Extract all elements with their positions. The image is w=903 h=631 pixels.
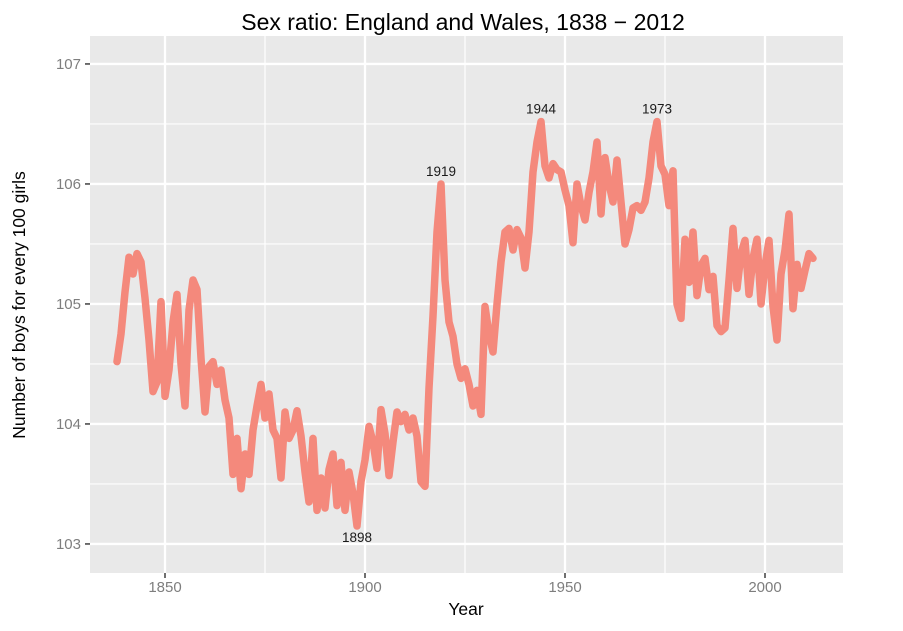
x-tick-label: 1850 (148, 579, 181, 596)
annotation-1973: 1973 (642, 102, 672, 117)
y-axis-title: Number of boys for every 100 girls (9, 171, 29, 439)
sex-ratio-line (113, 117, 817, 530)
series-group (113, 117, 817, 530)
y-tick-label: 104 (56, 416, 81, 433)
x-tick-label: 1900 (348, 579, 381, 596)
y-tick-label: 105 (56, 296, 81, 313)
y-tick-label: 107 (56, 56, 81, 73)
annotation-1919: 1919 (426, 164, 456, 179)
axis-tick-marks (85, 63, 766, 578)
y-tick-label: 106 (56, 176, 81, 193)
chart-title: Sex ratio: England and Wales, 1838 − 201… (241, 9, 684, 35)
y-tick-label: 103 (56, 536, 81, 553)
axis-tick-labels: 103 104 105 106 107 1850 1900 1950 2000 (56, 56, 782, 596)
annotation-1944: 1944 (526, 102, 557, 117)
peak-annotations: 1898 1919 1944 1973 (342, 102, 672, 545)
annotation-1898: 1898 (342, 530, 372, 545)
x-tick-label: 2000 (748, 579, 781, 596)
x-tick-label: 1950 (548, 579, 581, 596)
x-axis-title: Year (448, 599, 484, 619)
